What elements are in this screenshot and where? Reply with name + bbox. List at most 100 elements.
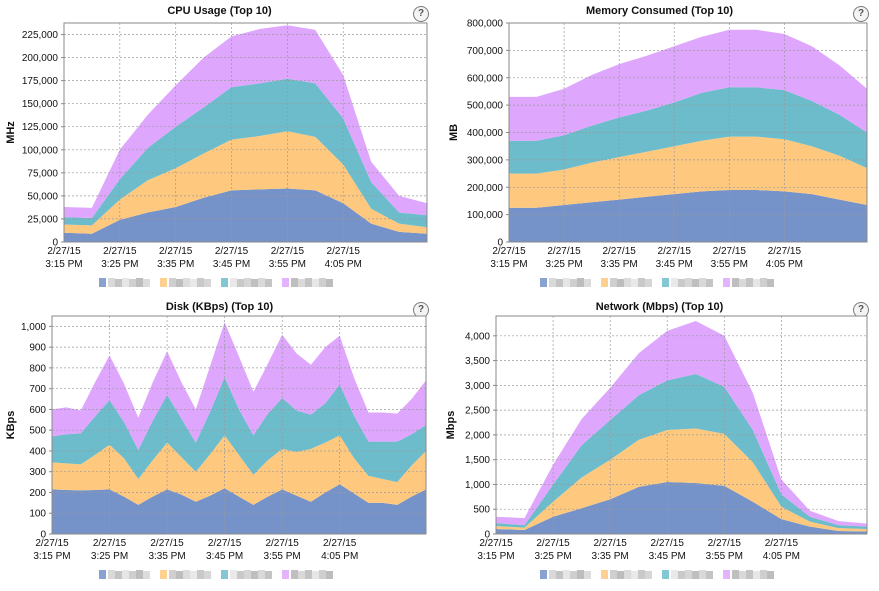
x-tick-label: 2/27/15 bbox=[159, 246, 193, 257]
x-tick-label: 3:35 PM bbox=[592, 551, 629, 562]
legend-label-blurred bbox=[258, 278, 265, 287]
y-tick-label: 0 bbox=[484, 530, 490, 541]
legend-label-blurred bbox=[326, 571, 333, 579]
legend bbox=[99, 278, 333, 287]
legend-label-blurred bbox=[584, 279, 591, 287]
x-tick-label: 4:05 PM bbox=[766, 259, 803, 270]
y-axis-label: MB bbox=[448, 124, 460, 141]
x-tick-label: 2/27/15 bbox=[593, 538, 627, 549]
legend-label-blurred bbox=[671, 278, 678, 287]
chart-panel-1: CPU Usage (Top 10)? 0 25,000 50,000 75,000 10… bbox=[0, 0, 439, 295]
y-tick-label: 400 bbox=[29, 446, 46, 457]
y-axis-label: MHz bbox=[5, 121, 17, 144]
series-area-2 bbox=[509, 136, 867, 208]
x-tick-label: 3:45 PM bbox=[206, 551, 243, 562]
legend-label-blurred bbox=[753, 279, 760, 287]
legend-label-blurred bbox=[563, 278, 570, 287]
x-tick-label: 2/27/15 bbox=[479, 538, 513, 549]
legend-label-blurred bbox=[298, 571, 305, 579]
x-tick-label: 3:35 PM bbox=[148, 551, 185, 562]
legend-label-blurred bbox=[136, 570, 143, 579]
legend-label-blurred bbox=[706, 279, 713, 287]
legend-label-blurred bbox=[685, 570, 692, 579]
legend-label-blurred bbox=[291, 570, 298, 579]
legend-label-blurred bbox=[108, 570, 115, 579]
legend-label-blurred bbox=[305, 570, 312, 579]
legend bbox=[540, 278, 774, 287]
y-tick-label: 200 bbox=[29, 488, 46, 499]
legend-label-blurred bbox=[176, 279, 183, 287]
x-tick-label: 3:55 PM bbox=[269, 259, 306, 270]
x-tick-label: 3:35 PM bbox=[157, 259, 194, 270]
x-tick-label: 4:05 PM bbox=[325, 259, 362, 270]
chart-svg: 0 100 200 300 400 500 600 700 800 900 1,000 2/27/15… bbox=[5, 315, 427, 579]
series-area-4 bbox=[52, 322, 426, 450]
y-tick-label: 300 bbox=[29, 467, 46, 478]
y-tick-label: 700,000 bbox=[467, 46, 504, 57]
legend-label-blurred bbox=[746, 570, 753, 579]
legend-swatch bbox=[723, 570, 730, 579]
legend-label-blurred bbox=[319, 278, 326, 287]
legend-label-blurred bbox=[570, 571, 577, 579]
legend-swatch bbox=[601, 570, 608, 579]
legend-label-blurred bbox=[136, 278, 143, 287]
legend-label-blurred bbox=[258, 570, 265, 579]
help-icon[interactable]: ? bbox=[853, 6, 869, 22]
legend-label-blurred bbox=[298, 279, 305, 287]
y-tick-label: 100,000 bbox=[22, 145, 59, 156]
series-area-4 bbox=[496, 321, 867, 527]
y-tick-label: 150,000 bbox=[22, 99, 59, 110]
y-tick-label: 0 bbox=[497, 238, 503, 249]
series-area-2 bbox=[64, 131, 427, 234]
y-tick-label: 3,500 bbox=[465, 356, 490, 367]
legend-label-blurred bbox=[570, 279, 577, 287]
legend-label-blurred bbox=[556, 279, 563, 287]
legend-label-blurred bbox=[563, 570, 570, 579]
y-tick-label: 100 bbox=[29, 509, 46, 520]
legend-label-blurred bbox=[237, 279, 244, 287]
x-tick-label: 2/27/15 bbox=[713, 246, 747, 257]
series-area-4 bbox=[509, 29, 867, 141]
legend-swatch bbox=[221, 570, 228, 579]
series-area-3 bbox=[496, 374, 867, 529]
legend-label-blurred bbox=[244, 570, 251, 579]
legend-label-blurred bbox=[584, 571, 591, 579]
legend-label-blurred bbox=[610, 570, 617, 579]
legend-label-blurred bbox=[678, 279, 685, 287]
legend-label-blurred bbox=[753, 571, 760, 579]
legend bbox=[99, 570, 333, 579]
legend-label-blurred bbox=[169, 570, 176, 579]
legend-label-blurred bbox=[678, 571, 685, 579]
legend-label-blurred bbox=[739, 279, 746, 287]
legend-label-blurred bbox=[617, 279, 624, 287]
chart-panel-4: Network (Mbps) (Top 10)? 0 500 1,000 1,500 2,… bbox=[440, 296, 879, 591]
legend-label-blurred bbox=[739, 571, 746, 579]
y-tick-label: 0 bbox=[52, 238, 58, 249]
legend-label-blurred bbox=[610, 278, 617, 287]
series-area-2 bbox=[496, 428, 867, 532]
help-icon[interactable]: ? bbox=[413, 6, 429, 22]
legend-label-blurred bbox=[312, 279, 319, 287]
x-tick-label: 3:55 PM bbox=[264, 551, 301, 562]
series-area-3 bbox=[509, 87, 867, 174]
series-area-1 bbox=[64, 188, 427, 242]
legend-label-blurred bbox=[746, 278, 753, 287]
legend-label-blurred bbox=[617, 571, 624, 579]
x-tick-label: 3:15 PM bbox=[477, 551, 514, 562]
y-tick-label: 900 bbox=[29, 343, 46, 354]
legend-label-blurred bbox=[251, 279, 258, 287]
x-tick-label: 2/27/15 bbox=[150, 538, 184, 549]
y-tick-label: 2,500 bbox=[465, 406, 490, 417]
chart-title: Memory Consumed (Top 10) bbox=[585, 5, 734, 17]
x-tick-label: 3:35 PM bbox=[601, 259, 638, 270]
x-tick-label: 2/27/15 bbox=[536, 538, 570, 549]
x-tick-label: 2/27/15 bbox=[658, 246, 692, 257]
y-tick-label: 200,000 bbox=[467, 183, 504, 194]
series-area-1 bbox=[496, 482, 867, 534]
legend-label-blurred bbox=[251, 571, 258, 579]
x-tick-label: 3:25 PM bbox=[91, 551, 128, 562]
x-tick-label: 3:15 PM bbox=[490, 259, 527, 270]
y-tick-label: 0 bbox=[40, 530, 46, 541]
x-tick-label: 3:45 PM bbox=[656, 259, 693, 270]
